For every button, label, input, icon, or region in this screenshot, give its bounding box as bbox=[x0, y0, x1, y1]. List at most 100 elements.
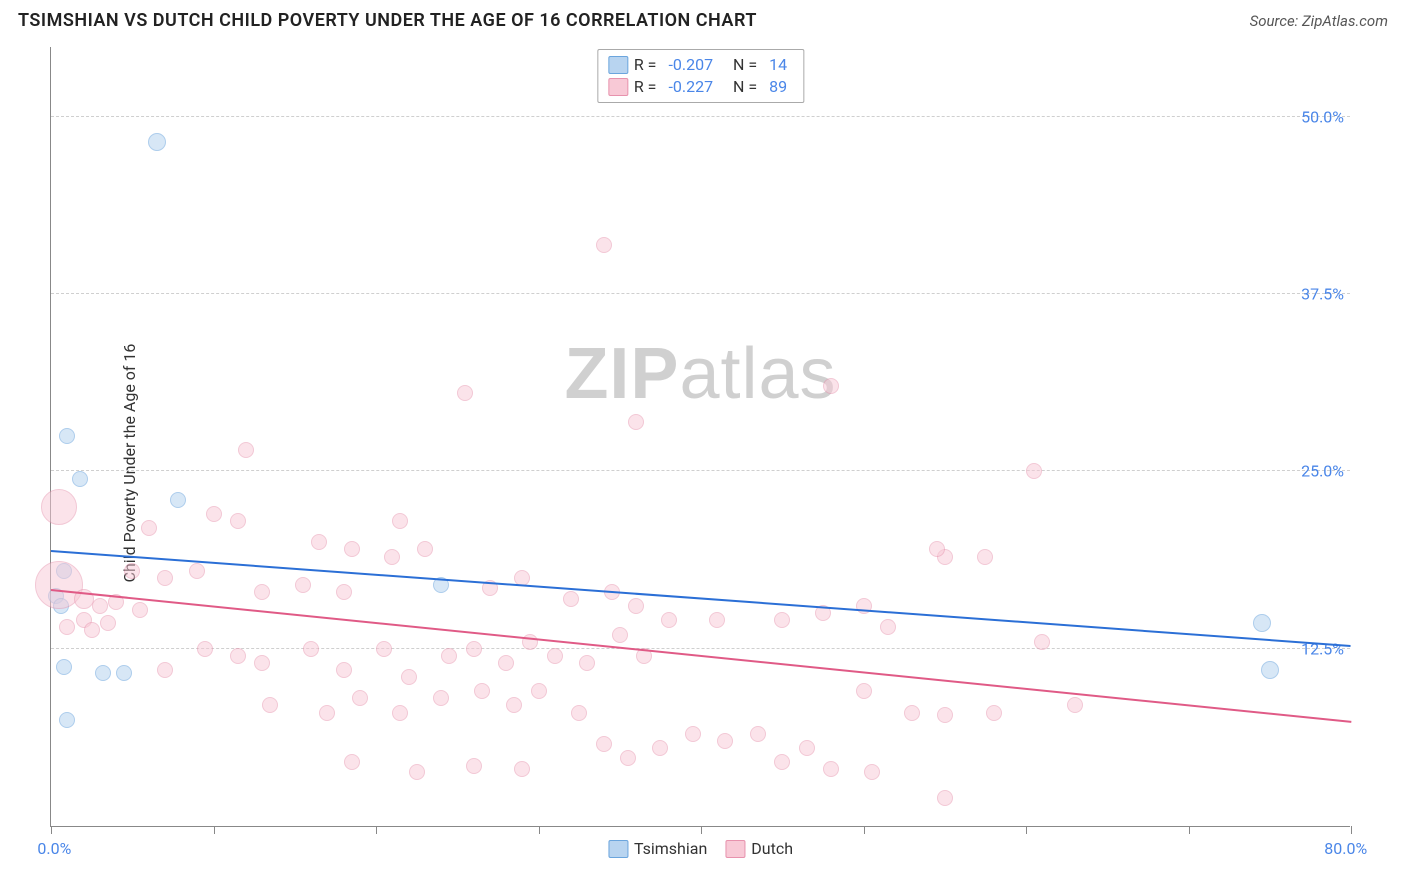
data-point bbox=[230, 513, 246, 529]
data-point bbox=[157, 662, 173, 678]
legend-swatch bbox=[608, 56, 628, 74]
data-point bbox=[612, 627, 628, 643]
data-point bbox=[531, 683, 547, 699]
data-point bbox=[254, 584, 270, 600]
data-point bbox=[311, 534, 327, 550]
data-point bbox=[132, 602, 148, 618]
data-point bbox=[522, 634, 538, 650]
data-point bbox=[596, 736, 612, 752]
x-tick bbox=[1351, 826, 1352, 834]
data-point bbox=[336, 584, 352, 600]
data-point bbox=[392, 705, 408, 721]
data-point bbox=[823, 761, 839, 777]
y-tick-label: 25.0% bbox=[1301, 462, 1344, 481]
data-point bbox=[466, 758, 482, 774]
data-point bbox=[937, 790, 953, 806]
data-point bbox=[197, 641, 213, 657]
data-point bbox=[352, 690, 368, 706]
data-point bbox=[1261, 661, 1279, 679]
gridline bbox=[51, 470, 1350, 471]
plot-region: ZIPatlas R =-0.207 N =14R =-0.227 N =89 … bbox=[50, 47, 1350, 827]
data-point bbox=[457, 385, 473, 401]
legend-r-label: R = bbox=[634, 54, 657, 76]
data-point bbox=[709, 612, 725, 628]
data-point bbox=[401, 669, 417, 685]
chart-area: Child Poverty Under the Age of 16 ZIPatl… bbox=[0, 37, 1406, 889]
x-tick bbox=[214, 826, 215, 834]
legend-row: R = -0.227 N = 89 bbox=[608, 76, 793, 98]
data-point bbox=[59, 428, 75, 444]
data-point bbox=[474, 683, 490, 699]
data-point bbox=[717, 733, 733, 749]
x-tick bbox=[376, 826, 377, 834]
data-point bbox=[116, 665, 132, 681]
data-point bbox=[59, 619, 75, 635]
data-point bbox=[628, 598, 644, 614]
data-point bbox=[579, 655, 595, 671]
source-attribution: Source: ZipAtlas.com bbox=[1250, 12, 1388, 30]
legend-n-value: 89 bbox=[769, 76, 787, 98]
legend-n-label: N = bbox=[725, 76, 757, 98]
data-point bbox=[1034, 634, 1050, 650]
data-point bbox=[596, 237, 612, 253]
data-point bbox=[59, 712, 75, 728]
data-point bbox=[433, 690, 449, 706]
data-point bbox=[977, 549, 993, 565]
data-point bbox=[254, 655, 270, 671]
data-point bbox=[230, 648, 246, 664]
legend-r-label: R = bbox=[634, 76, 657, 98]
data-point bbox=[189, 563, 205, 579]
data-point bbox=[571, 705, 587, 721]
watermark-bold: ZIP bbox=[564, 334, 679, 414]
trend-line bbox=[51, 589, 1351, 723]
data-point bbox=[441, 648, 457, 664]
x-tick bbox=[539, 826, 540, 834]
gridline bbox=[51, 116, 1350, 117]
data-point bbox=[376, 641, 392, 657]
data-point bbox=[100, 615, 116, 631]
data-point bbox=[72, 471, 88, 487]
gridline bbox=[51, 293, 1350, 294]
data-point bbox=[986, 705, 1002, 721]
data-point bbox=[799, 740, 815, 756]
data-point bbox=[95, 665, 111, 681]
trend-line bbox=[51, 550, 1351, 647]
data-point bbox=[880, 619, 896, 635]
data-point bbox=[417, 541, 433, 557]
watermark: ZIPatlas bbox=[564, 333, 836, 415]
data-point bbox=[466, 641, 482, 657]
data-point bbox=[262, 697, 278, 713]
correlation-legend: R =-0.207 N =14R =-0.227 N =89 bbox=[597, 49, 804, 103]
data-point bbox=[344, 754, 360, 770]
legend-n-value: 14 bbox=[769, 54, 787, 76]
data-point bbox=[238, 442, 254, 458]
legend-series-name: Tsimshian bbox=[634, 839, 707, 858]
data-point bbox=[750, 726, 766, 742]
data-point bbox=[170, 492, 186, 508]
data-point bbox=[157, 570, 173, 586]
watermark-light: atlas bbox=[679, 334, 836, 414]
legend-swatch bbox=[608, 78, 628, 96]
legend-series-name: Dutch bbox=[751, 839, 793, 858]
data-point bbox=[661, 612, 677, 628]
legend-item: Dutch bbox=[725, 839, 793, 858]
legend-r-value: -0.227 bbox=[668, 76, 713, 98]
series-legend: Tsimshian Dutch bbox=[608, 839, 793, 858]
data-point bbox=[620, 750, 636, 766]
data-point bbox=[41, 489, 77, 525]
data-point bbox=[206, 506, 222, 522]
data-point bbox=[506, 697, 522, 713]
x-min-label: 0.0% bbox=[37, 839, 71, 858]
legend-n-label: N = bbox=[725, 54, 757, 76]
data-point bbox=[1026, 463, 1042, 479]
gridline bbox=[51, 648, 1350, 649]
data-point bbox=[336, 662, 352, 678]
legend-swatch bbox=[608, 840, 628, 858]
data-point bbox=[384, 549, 400, 565]
x-tick bbox=[701, 826, 702, 834]
data-point bbox=[303, 641, 319, 657]
data-point bbox=[774, 754, 790, 770]
data-point bbox=[904, 705, 920, 721]
y-tick-label: 50.0% bbox=[1301, 107, 1344, 126]
legend-item: Tsimshian bbox=[608, 839, 707, 858]
